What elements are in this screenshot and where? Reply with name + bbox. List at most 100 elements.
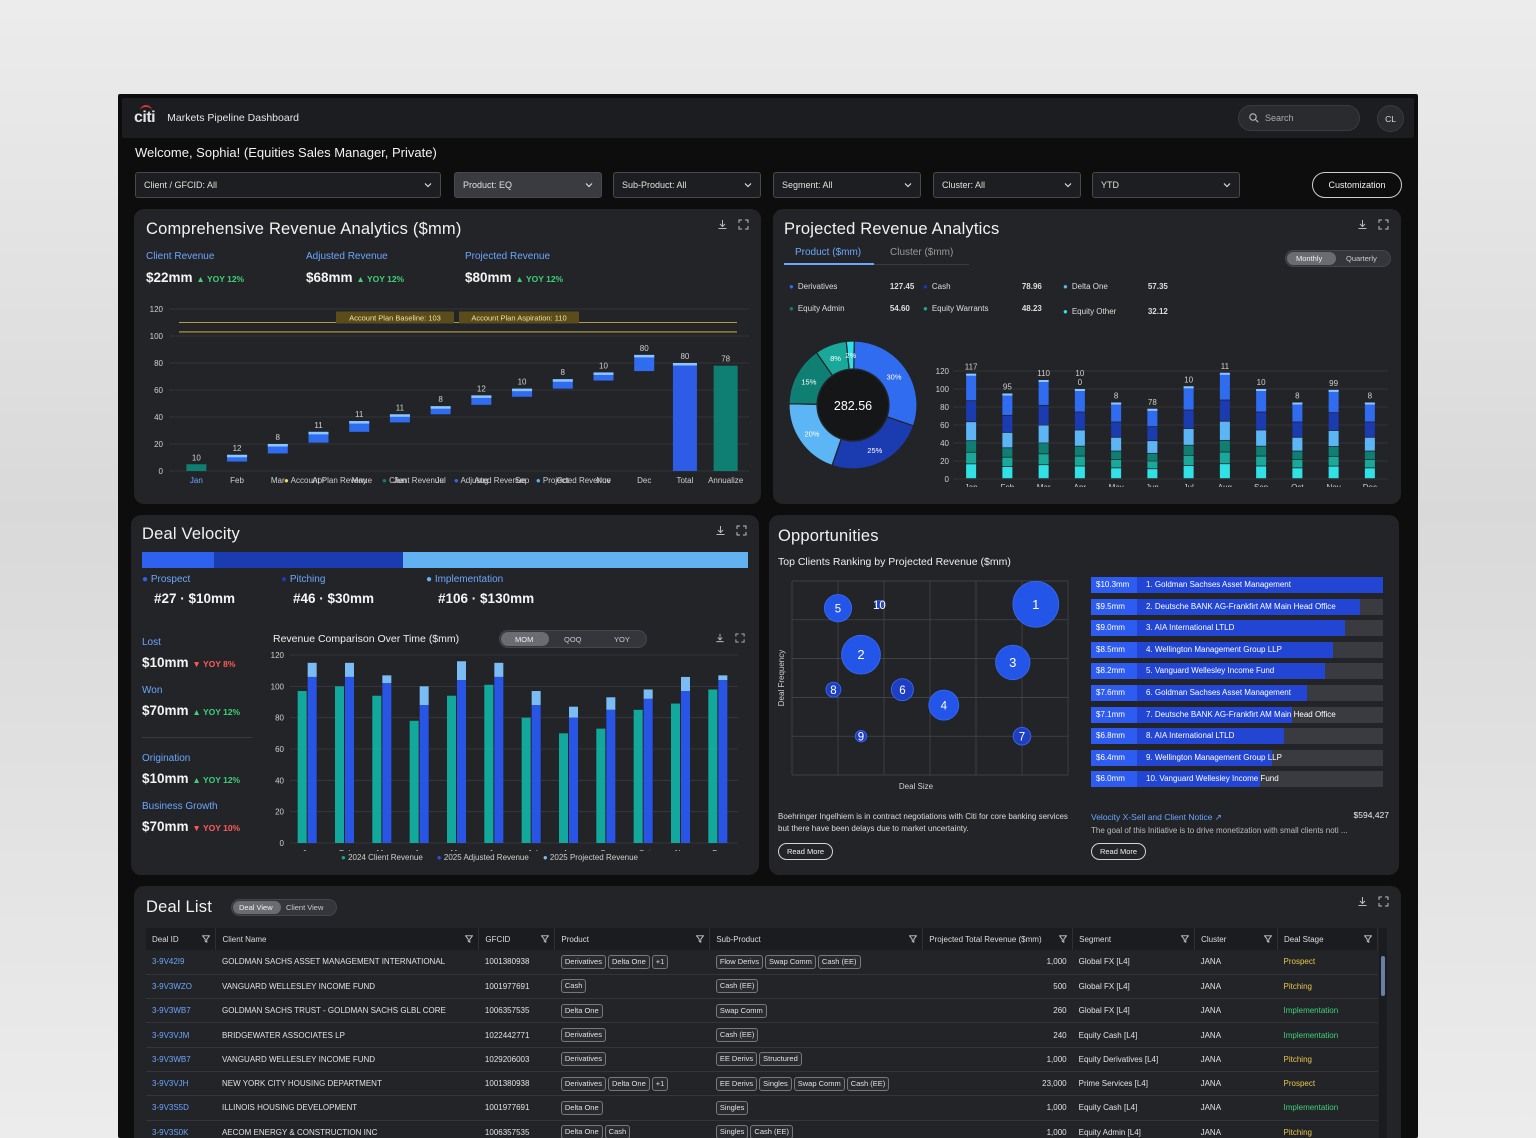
table-row[interactable]: 3-9V3WZO VANGUARD WELLESLEY INCOME FUND 10…	[146, 974, 1378, 1000]
deal-client-view-toggle[interactable]: Deal View Client View	[231, 899, 337, 916]
tag-chip[interactable]: Singles	[759, 1076, 792, 1091]
stacked-segment[interactable]	[1038, 425, 1049, 443]
bar-2025-adjusted[interactable]	[531, 705, 541, 843]
table-scrollbar[interactable]	[1379, 928, 1387, 1138]
stacked-segment[interactable]	[1292, 468, 1303, 479]
bar-2024-client[interactable]	[559, 733, 568, 843]
column-header[interactable]: Segment	[1072, 928, 1196, 950]
stacked-segment[interactable]	[1111, 451, 1122, 460]
bar-2025-adjusted[interactable]	[569, 717, 578, 843]
read-more-button[interactable]: Read More	[1091, 843, 1146, 860]
filter-icon[interactable]	[696, 935, 705, 943]
filter-period[interactable]: YTD	[1092, 172, 1240, 198]
download-icon[interactable]	[717, 219, 728, 230]
ranking-row[interactable]: $8.2mm 5. Vanguard Wellesley Income Fund	[1091, 663, 1383, 680]
filter-icon[interactable]	[1364, 935, 1372, 943]
tag-chip[interactable]: Singles	[715, 1100, 749, 1115]
column-header[interactable]: Sub-Product	[709, 928, 924, 950]
bar-2025-projected[interactable]	[681, 676, 690, 692]
bar-2025-projected[interactable]	[718, 675, 728, 681]
monthly-quarterly-toggle[interactable]: Monthly Quarterly	[1285, 250, 1391, 267]
tag-chip[interactable]: EE Derivs	[715, 1052, 758, 1067]
stacked-segment[interactable]	[1328, 389, 1339, 413]
stacked-segment[interactable]	[1256, 456, 1267, 466]
stacked-segment[interactable]	[966, 452, 977, 464]
stacked-segment[interactable]	[1219, 452, 1230, 464]
ranking-row[interactable]: $6.4mm 9. Wellington Management Group LLP	[1091, 749, 1383, 766]
bar-2024-client[interactable]	[484, 684, 494, 843]
tag-chip[interactable]: +1	[651, 954, 669, 969]
tag-chip[interactable]: Flow Derivs	[715, 954, 763, 969]
stacked-segment[interactable]	[1292, 437, 1303, 451]
filter-product[interactable]: Product: EQ	[454, 172, 602, 198]
tag-chip[interactable]: Cash (EE)	[715, 1028, 759, 1043]
bar[interactable]	[593, 372, 614, 381]
client-bubble[interactable]: 4	[928, 689, 960, 721]
bar-2024-client[interactable]	[409, 720, 419, 843]
read-more-button[interactable]: Read More	[778, 843, 833, 860]
tag-chip[interactable]: Swap Comm	[764, 954, 816, 969]
expand-icon[interactable]	[1378, 219, 1389, 230]
bar[interactable]	[672, 363, 697, 471]
bar[interactable]	[552, 379, 573, 389]
ranking-row[interactable]: $9.0mm 3. AIA International LTLD	[1091, 620, 1383, 637]
toggle-yoy[interactable]: YOY	[614, 635, 630, 644]
column-header[interactable]: Deal Stage	[1277, 928, 1378, 950]
bar-2025-projected[interactable]	[606, 697, 616, 710]
stacked-segment[interactable]	[1183, 445, 1194, 456]
stacked-segment[interactable]	[1219, 400, 1230, 421]
stacked-segment[interactable]	[1364, 422, 1375, 437]
stacked-segment[interactable]	[966, 422, 977, 441]
bar-2024-client[interactable]	[335, 686, 344, 843]
filter-icon[interactable]	[1059, 935, 1068, 943]
tag-chip[interactable]: Cash (EE)	[750, 1125, 794, 1138]
stacked-segment[interactable]	[1111, 459, 1122, 468]
donut-slice[interactable]	[853, 340, 918, 427]
column-header[interactable]: Client Name	[215, 928, 480, 950]
stacked-segment[interactable]	[1111, 422, 1122, 437]
stacked-segment[interactable]	[1002, 448, 1013, 457]
download-icon[interactable]	[1357, 219, 1368, 230]
deal-id-link[interactable]: 3-9V3WB7	[146, 998, 216, 1024]
bar-2025-adjusted[interactable]	[345, 676, 354, 843]
tag-chip[interactable]: Derivatives	[560, 1052, 606, 1067]
customization-button[interactable]: Customization	[1312, 172, 1402, 198]
column-header[interactable]: Product	[554, 928, 711, 950]
filter-sub-product[interactable]: Sub-Product: All	[613, 172, 761, 198]
toggle-deal-view[interactable]: Deal View	[239, 903, 273, 912]
stacked-segment[interactable]	[1183, 455, 1194, 466]
stacked-segment[interactable]	[1256, 466, 1267, 479]
column-header[interactable]: Deal ID	[146, 928, 217, 950]
tab-cluster[interactable]: Cluster ($mm)	[890, 247, 954, 258]
bar[interactable]	[267, 444, 288, 454]
bar-2025-adjusted[interactable]	[382, 683, 392, 843]
bar[interactable]	[634, 354, 655, 372]
stacked-segment[interactable]	[1364, 459, 1375, 468]
stacked-segment[interactable]	[1364, 402, 1375, 422]
bar[interactable]	[186, 464, 207, 471]
bar-2024-client[interactable]	[671, 703, 680, 843]
stacked-segment[interactable]	[1147, 427, 1158, 441]
stacked-segment[interactable]	[1328, 446, 1339, 456]
stacked-segment[interactable]	[966, 464, 977, 479]
bar-2025-projected[interactable]	[382, 675, 392, 684]
bar-2025-projected[interactable]	[307, 662, 317, 677]
filter-cluster[interactable]: Cluster: All	[933, 172, 1081, 198]
toggle-qoq[interactable]: QOQ	[564, 635, 582, 644]
search-input[interactable]: Search	[1238, 105, 1360, 131]
stacked-segment[interactable]	[1038, 454, 1049, 465]
bar[interactable]	[512, 388, 533, 397]
stacked-segment[interactable]	[1002, 393, 1013, 415]
bar-2025-projected[interactable]	[457, 661, 466, 681]
expand-icon[interactable]	[736, 525, 747, 536]
table-row[interactable]: 3-9V3VJM BRIDGEWATER ASSOCIATES LP 1022442…	[146, 1022, 1378, 1048]
stacked-segment[interactable]	[1256, 389, 1267, 412]
deal-id-link[interactable]: 3-9V3VJH	[146, 1071, 216, 1097]
stacked-segment[interactable]	[966, 373, 977, 401]
donut-slice[interactable]	[845, 340, 855, 370]
stacked-segment[interactable]	[1111, 468, 1122, 479]
bar-2025-projected[interactable]	[531, 691, 541, 706]
tag-chip[interactable]: Delta One	[560, 1100, 603, 1115]
tag-chip[interactable]: Derivatives	[560, 1076, 606, 1091]
client-bubble[interactable]: 10	[873, 600, 886, 612]
